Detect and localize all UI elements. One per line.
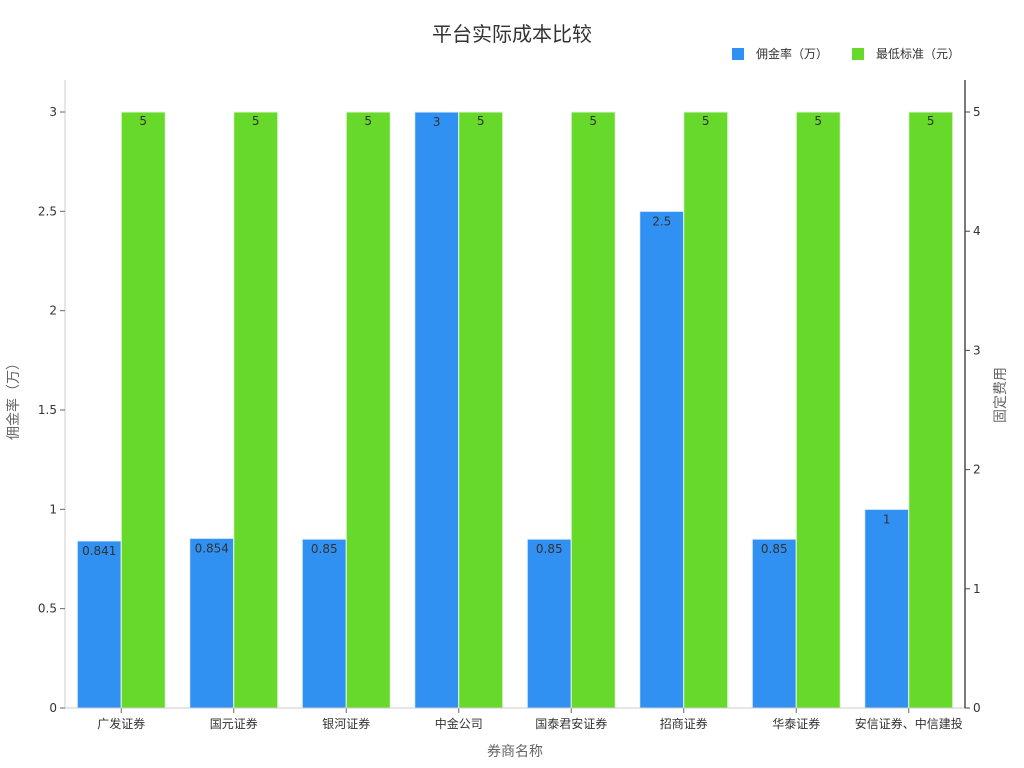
bar-commission <box>864 508 910 709</box>
x-tick-label: 华泰证券 <box>772 716 820 731</box>
bar-label-commission: 1 <box>883 512 891 526</box>
y-tick-label-right: 0 <box>973 701 981 715</box>
y-axis-title-right: 固定费用 <box>993 367 1009 423</box>
x-tick-label: 广发证券 <box>97 716 145 731</box>
y-tick-label-left: 2 <box>49 304 57 318</box>
x-tick-label: 国泰君安证券 <box>535 716 607 731</box>
y-tick-label-right: 4 <box>973 224 981 238</box>
bar-minimum <box>458 111 504 709</box>
bar-commission <box>301 538 347 709</box>
y-tick-label-left: 3 <box>49 105 57 119</box>
bar-label-commission: 0.85 <box>761 542 788 556</box>
bar-label-minimum: 5 <box>364 114 372 128</box>
legend: 佣金率（万） 最低标准（元） <box>732 45 984 62</box>
bar-label-minimum: 5 <box>702 114 710 128</box>
bar-minimum <box>120 111 166 709</box>
y-tick-label-right: 1 <box>973 582 981 596</box>
legend-item-commission[interactable]: 佣金率（万） <box>732 45 828 62</box>
legend-item-minimum[interactable]: 最低标准（元） <box>852 45 960 62</box>
chart-title: 平台实际成本比较 <box>432 22 592 46</box>
bar-commission <box>414 111 460 709</box>
y-tick-label-left: 1.5 <box>38 403 57 417</box>
x-axis-title: 券商名称 <box>487 744 543 760</box>
bar-label-minimum: 5 <box>477 114 485 128</box>
bar-label-minimum: 5 <box>139 114 147 128</box>
bar-label-commission: 0.854 <box>195 541 229 555</box>
y-tick-label-left: 0 <box>49 701 57 715</box>
y-tick-label-right: 3 <box>973 343 981 357</box>
y-tick-label-left: 0.5 <box>38 602 57 616</box>
y-tick-label-left: 1 <box>49 502 57 516</box>
bar-commission <box>76 540 122 709</box>
bar-label-minimum: 5 <box>252 114 260 128</box>
bar-commission <box>751 538 797 709</box>
bar-label-minimum: 5 <box>589 114 597 128</box>
bar-label-minimum: 5 <box>814 114 822 128</box>
x-tick-label: 国元证券 <box>210 716 258 731</box>
bar-label-minimum: 5 <box>927 114 935 128</box>
y-axis-title-left: 佣金率（万） <box>5 356 22 440</box>
bar-minimum <box>570 111 616 709</box>
bar-label-commission: 3 <box>433 115 441 129</box>
bar-label-commission: 0.85 <box>311 542 338 556</box>
bar-minimum <box>908 111 954 709</box>
bar-commission <box>189 537 235 709</box>
x-tick-label: 银河证券 <box>322 716 370 731</box>
bar-minimum <box>345 111 391 709</box>
y-tick-label-right: 2 <box>973 463 981 477</box>
legend-label-minimum: 最低标准（元） <box>876 47 961 61</box>
x-tick-label: 招商证券 <box>660 716 708 731</box>
bar-minimum <box>683 111 729 709</box>
x-tick-label: 安信证券、中信建投 <box>855 716 963 731</box>
legend-swatch-commission <box>732 47 744 60</box>
bar-minimum <box>233 111 279 709</box>
x-tick-label: 中金公司 <box>435 716 483 731</box>
bar-label-commission: 0.841 <box>82 544 116 558</box>
bar-commission <box>639 210 685 709</box>
bar-minimum <box>795 111 841 709</box>
bar-commission <box>526 538 572 709</box>
y-tick-label-left: 2.5 <box>38 204 57 218</box>
y-tick-label-right: 5 <box>973 105 981 119</box>
legend-label-commission: 佣金率（万） <box>756 47 829 61</box>
legend-swatch-minimum <box>852 47 865 60</box>
bar-label-commission: 2.5 <box>652 214 671 228</box>
bar-label-commission: 0.85 <box>536 542 563 556</box>
